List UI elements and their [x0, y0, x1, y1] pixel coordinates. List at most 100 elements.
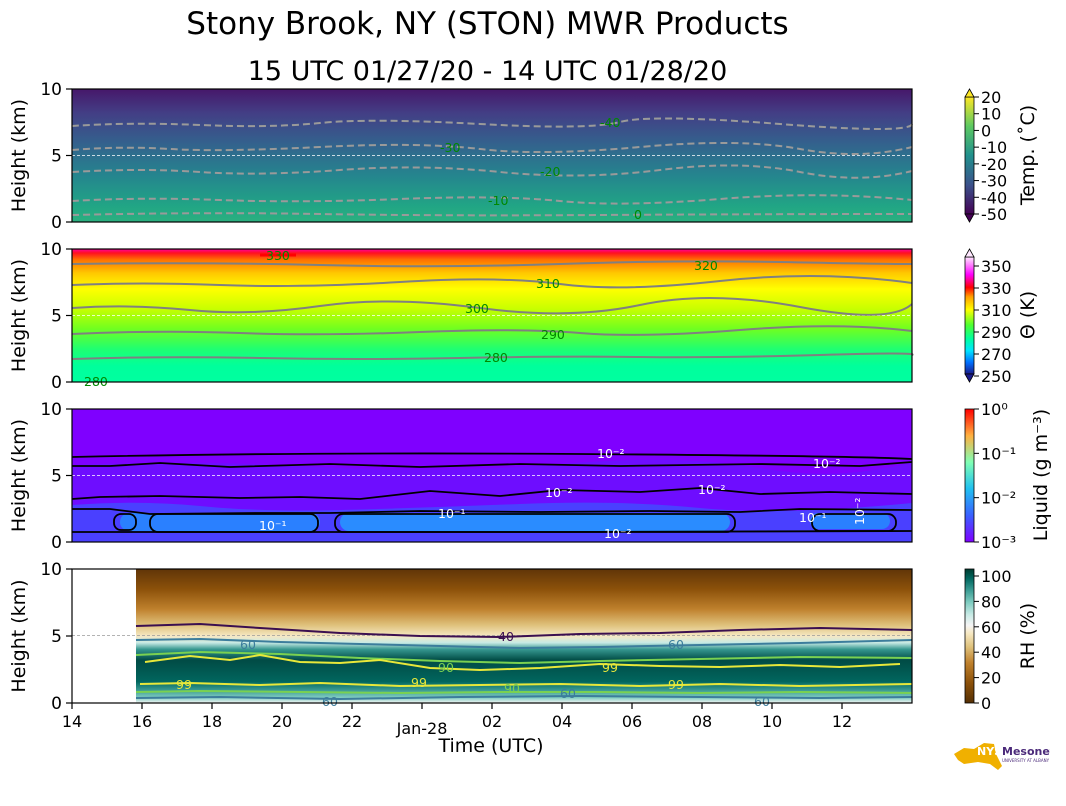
theta-contours	[71, 260, 914, 360]
liquid-contour-labels: 10⁻² 10⁻² 10⁻² 10⁻² 10⁻¹ 10⁻¹ 10⁻² 10⁻¹ …	[259, 446, 867, 541]
theta-label-330: 330	[266, 248, 290, 263]
y-tick-label: 0	[51, 373, 62, 393]
colorbar-liquid-ticks: 10⁰ 10⁻¹ 10⁻² 10⁻³	[974, 400, 1016, 552]
y-axis-label: Height (km)	[8, 259, 30, 372]
colorbar-tick-label: 10⁻¹	[981, 444, 1016, 463]
colorbar-rh-label: RH (%)	[1017, 603, 1039, 669]
x-tick-label: 12	[832, 712, 852, 731]
rh-label-99-a: 99	[602, 660, 618, 675]
nys-mesonet-logo: NYS Mesonet UNIVERSITY AT ALBANY	[954, 743, 1050, 770]
colorbar-temp-extend-bottom	[964, 213, 975, 223]
y-tick-label: 10	[40, 80, 62, 100]
x-tick-label: 14	[62, 712, 82, 731]
colorbar-tick-label: 0	[981, 694, 991, 713]
colorbar-theta-ticks: 350 330 310 290 270 250	[974, 257, 1012, 386]
colorbar-tick-label: 40	[981, 643, 1001, 662]
liquid-label-3: 10⁻²	[545, 485, 573, 500]
colorbar-tick-label: 20	[981, 669, 1001, 688]
x-tick-label: 10	[762, 712, 782, 731]
colorbar-tick-label: 290	[981, 323, 1012, 342]
colorbar-liquid: 10⁰ 10⁻¹ 10⁻² 10⁻³ Liquid (g m⁻³)	[964, 400, 1052, 552]
rh-label-99-d: 99	[668, 677, 684, 692]
theta-contour-310	[71, 274, 913, 289]
y-tick-label: 10	[40, 240, 62, 260]
theta-label-280: 280	[484, 350, 508, 365]
temp-contour-minus30	[71, 141, 913, 156]
liquid-label-2: 10⁻²	[813, 456, 841, 471]
rh-contour-99-upper	[144, 653, 901, 672]
rh-label-90-a: 90	[438, 660, 454, 675]
temp-contour-minus40	[71, 117, 913, 130]
temp-contour-minus20	[71, 164, 913, 179]
liquid-contour-4	[72, 508, 913, 515]
rh-contour-60-lower	[135, 694, 913, 701]
temp-contour-minus10	[71, 194, 913, 205]
colorbar-tick-label: 310	[981, 301, 1012, 320]
logo-mesonet-text: Mesonet	[1002, 745, 1050, 758]
rh-contour-99-lower	[139, 681, 913, 688]
x-tick-label: 04	[552, 712, 572, 731]
colorbar-tick-label: 80	[981, 592, 1001, 611]
temp-label-minus30: -30	[440, 140, 460, 155]
rh-label-60-d: 60	[322, 694, 338, 709]
liquid-contour-1	[71, 452, 913, 460]
rh-contour-90-upper	[135, 650, 913, 665]
y-axes: 0 5 10 Height (km) 0 5 10 Height (km) 0 5 10 Height…	[8, 80, 72, 714]
colorbar-tick-label: -30	[981, 172, 1007, 191]
temp-contour-labels: -40 -30 -20 -10 0	[440, 115, 642, 222]
colorbar-tick-label: 270	[981, 345, 1012, 364]
temp-label-minus20: -20	[540, 164, 560, 179]
y-tick-label: 5	[51, 467, 62, 487]
rh-contour-60-upper	[135, 637, 913, 650]
colorbar-tick-label: -50	[981, 205, 1007, 224]
theta-panel: 330 320 310 300 290 280 280	[71, 248, 914, 389]
y-tick-label: 0	[51, 694, 62, 714]
temp-label-minus10: -10	[488, 193, 508, 208]
x-tick-label: 20	[272, 712, 292, 731]
liquid-label-6: 10⁻¹	[438, 506, 466, 521]
rh-label-60-e: 60	[754, 694, 770, 709]
liquid-label-4: 10⁻²	[698, 482, 726, 497]
colorbar-rh-ticks: 100 80 60 40 20 0	[974, 567, 1012, 713]
theta-label-310: 310	[536, 276, 560, 291]
colorbar-tick-label: 10⁰	[981, 400, 1008, 419]
colorbar-tick-label: 100	[981, 567, 1012, 586]
temp-contours	[71, 117, 913, 217]
x-tick-label: 02	[482, 712, 502, 731]
x-tick-label: 18	[202, 712, 222, 731]
y-tick-label: 10	[40, 560, 62, 580]
colorbar-tick-label: 250	[981, 367, 1012, 386]
colorbar-liquid-label: Liquid (g m⁻³)	[1030, 409, 1052, 541]
y-tick-label: 5	[51, 307, 62, 327]
theta-label-320: 320	[694, 258, 718, 273]
colorbar-theta-bar	[964, 256, 975, 375]
colorbar-tick-label: 350	[981, 257, 1012, 276]
x-axis: 14 16 18 20 22 Jan-28 02 04 06 08 10 12	[62, 703, 852, 738]
x-tick-label: 16	[132, 712, 152, 731]
colorbar-tick-label: -20	[981, 155, 1007, 174]
y-axis-label: Height (km)	[8, 419, 30, 532]
liquid-label-5: 10⁻¹	[259, 518, 287, 533]
y-tick-label: 10	[40, 400, 62, 420]
colorbar-tick-label: 330	[981, 279, 1012, 298]
liquid-cloud-core-1	[120, 513, 320, 531]
theta-contour-300	[71, 296, 913, 316]
liquid-contour-cell-3	[334, 513, 736, 533]
liquid-contour-cell-4	[811, 513, 897, 532]
liquid-label-8: 10⁻¹	[799, 510, 827, 525]
colorbar-tick-label: -10	[981, 138, 1007, 157]
liquid-label-7: 10⁻²	[604, 526, 632, 541]
liquid-cloud-core-3	[810, 513, 890, 529]
y-tick-label: 0	[51, 533, 62, 553]
colorbar-theta: 350 330 310 290 270 250 Θ (K)	[964, 248, 1039, 386]
liquid-panel: 10⁻² 10⁻² 10⁻² 10⁻² 10⁻¹ 10⁻¹ 10⁻² 10⁻¹ …	[71, 408, 913, 543]
x-tick-label: 06	[622, 712, 642, 731]
figure-title: Stony Brook, NY (STON) MWR Products	[186, 6, 789, 42]
colorbar-tick-label: -40	[981, 188, 1007, 207]
colorbar-liquid-bar	[964, 408, 975, 543]
theta-label-300: 300	[465, 301, 489, 316]
colorbar-rh-bar	[964, 568, 975, 704]
rh-label-99-b: 99	[176, 677, 192, 692]
liquid-contour-cell-1	[113, 513, 137, 531]
